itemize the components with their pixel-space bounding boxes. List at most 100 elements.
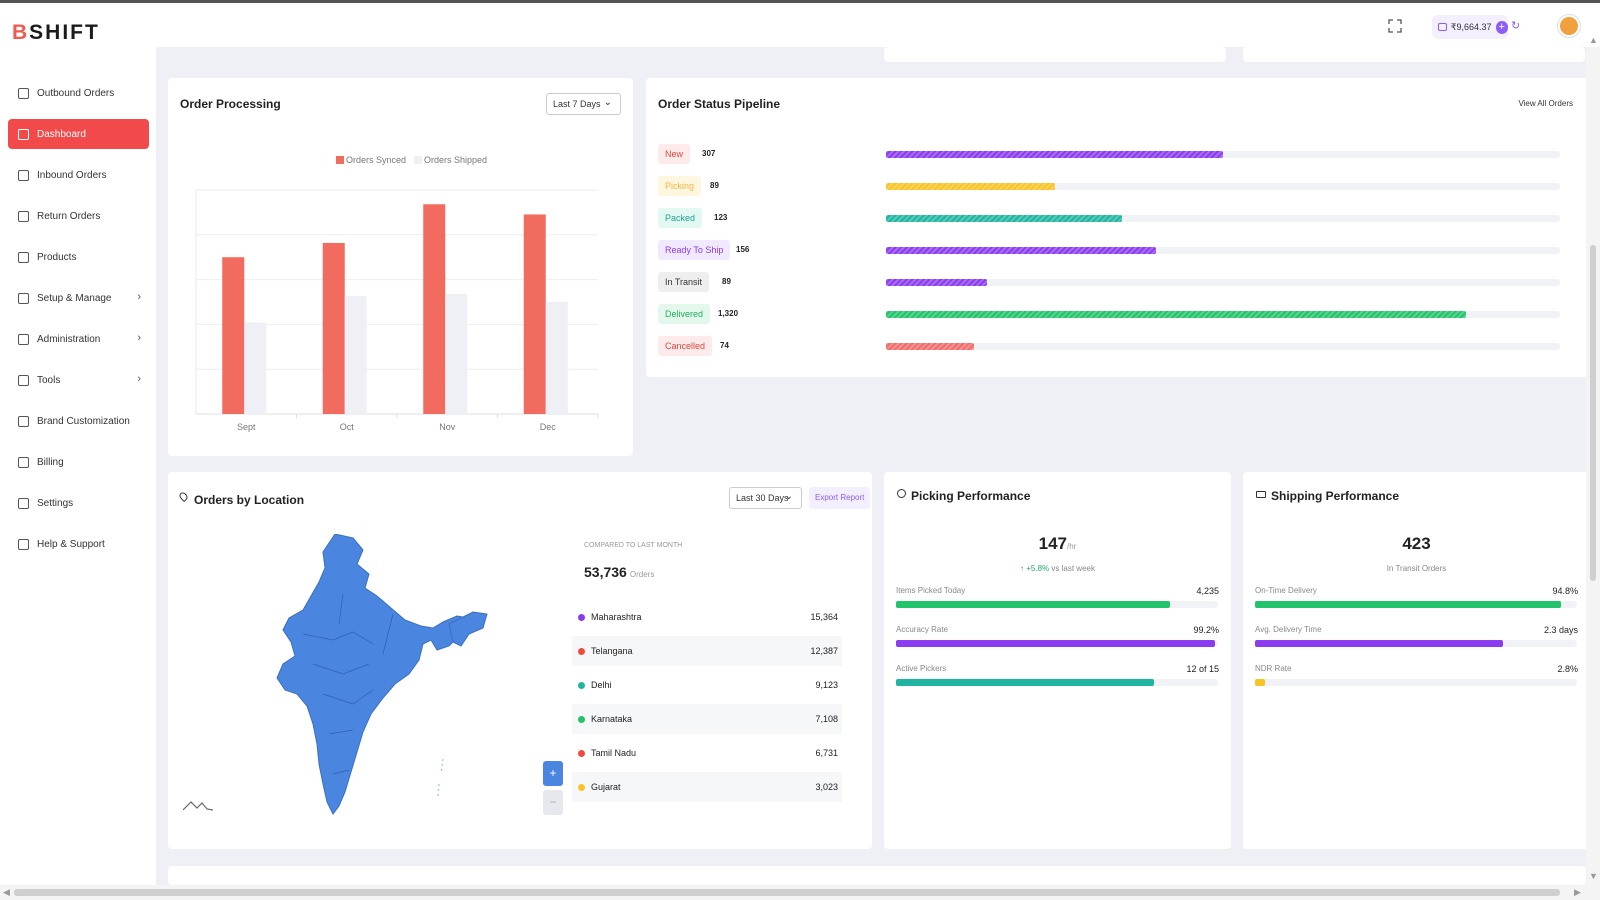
bar-orders-shipped-nov[interactable] xyxy=(445,293,468,414)
partial-card-top-1 xyxy=(884,47,1226,62)
bar-orders-shipped-dec[interactable] xyxy=(545,302,568,414)
location-row[interactable]: Delhi 9,123 xyxy=(572,670,842,700)
order-processing-card: Order Processing Last 7 Days ⌄ Orders Sy… xyxy=(168,78,633,456)
status-badge: New xyxy=(658,144,691,164)
scroll-left-arrow[interactable]: ◀ xyxy=(3,887,10,897)
sidebar-item-brand-customization[interactable]: Brand Customization xyxy=(8,406,149,436)
picking-performance-card: Picking Performance 147/hr ↑ +5.8% vs la… xyxy=(884,472,1231,849)
metric-fill xyxy=(896,679,1154,686)
view-all-orders-link[interactable]: View All Orders xyxy=(1518,99,1573,108)
location-row[interactable]: Telangana 12,387 xyxy=(572,636,842,666)
metric-label: Accuracy Rate xyxy=(896,625,949,634)
export-report-button[interactable]: Export Report xyxy=(809,487,871,509)
sidebar-item-help-support[interactable]: Help & Support xyxy=(8,529,149,559)
logo-mark: B xyxy=(12,21,30,44)
metric-value: 94.8% xyxy=(1552,586,1578,596)
vertical-scroll-thumb[interactable] xyxy=(1590,245,1596,581)
sidebar-item-outbound-orders[interactable]: Outbound Orders xyxy=(8,78,149,108)
admin-icon xyxy=(18,333,29,345)
brand-logo[interactable]: BSHIFT xyxy=(12,21,100,45)
bar-orders-synced-nov[interactable] xyxy=(423,204,446,414)
trend-value: ↑ +5.8% xyxy=(1020,564,1050,573)
location-row[interactable]: Maharashtra 15,364 xyxy=(572,602,842,632)
scroll-down-arrow[interactable]: ▼ xyxy=(1589,871,1598,881)
status-badge: Cancelled xyxy=(658,336,713,356)
zoom-out-button[interactable]: − xyxy=(543,790,563,815)
zoom-in-button[interactable]: + xyxy=(543,761,563,786)
sidebar-item-inbound-orders[interactable]: Inbound Orders xyxy=(8,160,149,190)
metric-fill xyxy=(896,640,1215,647)
pipeline-row-picking[interactable]: Picking 89 xyxy=(658,176,1560,198)
location-row[interactable]: Gujarat 3,023 xyxy=(572,772,842,802)
total-orders-value: 53,736 xyxy=(584,564,627,580)
sidebar-item-products[interactable]: Products xyxy=(8,242,149,272)
sidebar-item-label: Administration xyxy=(37,333,101,345)
metric-track xyxy=(1255,679,1577,686)
outbound-icon xyxy=(18,87,29,99)
add-money-button[interactable]: + xyxy=(1495,20,1508,34)
sidebar-item-administration[interactable]: Administration › xyxy=(8,324,149,354)
horizontal-scrollbar[interactable]: ◀ ▶ xyxy=(0,885,1600,900)
location-range-select[interactable]: Last 30 Days ⌄ xyxy=(729,487,802,509)
sidebar-item-settings[interactable]: Settings xyxy=(8,488,149,518)
scroll-up-arrow[interactable]: ▲ xyxy=(1589,35,1598,45)
pipeline-row-ready-to-ship[interactable]: Ready To Ship 156 xyxy=(658,240,1560,262)
india-map[interactable] xyxy=(273,534,493,834)
horizontal-scroll-thumb[interactable] xyxy=(14,889,1560,896)
tools-icon xyxy=(18,374,29,386)
sidebar-item-setup-manage[interactable]: Setup & Manage › xyxy=(8,283,149,313)
total-orders: 53,736 Orders xyxy=(584,564,654,580)
bar-orders-synced-sept[interactable] xyxy=(222,257,245,414)
metric-track xyxy=(896,640,1218,647)
progress-track xyxy=(886,151,1560,158)
picking-icon xyxy=(897,489,906,498)
sidebar-item-dashboard[interactable]: Dashboard xyxy=(8,119,149,149)
bar-orders-synced-oct[interactable] xyxy=(322,242,345,414)
legend-shipped: Orders Shipped xyxy=(414,155,487,165)
scroll-right-arrow[interactable]: ▶ xyxy=(1574,887,1581,897)
pipeline-row-new[interactable]: New 307 xyxy=(658,144,1560,166)
settings-icon xyxy=(18,497,29,509)
in-transit-caption: In Transit Orders xyxy=(1386,564,1447,573)
sidebar-item-return-orders[interactable]: Return Orders xyxy=(8,201,149,231)
x-tick-label: Oct xyxy=(340,422,355,432)
metric-track xyxy=(1255,640,1577,647)
order-processing-range-select[interactable]: Last 7 Days ⌄ xyxy=(546,93,621,115)
avatar[interactable] xyxy=(1558,15,1580,37)
state-name: Maharashtra xyxy=(591,612,642,622)
sidebar-item-tools[interactable]: Tools › xyxy=(8,365,149,395)
chevron-right-icon[interactable]: › xyxy=(137,373,141,385)
vertical-scrollbar[interactable]: ▲ ▼ xyxy=(1586,35,1600,885)
pipeline-row-in-transit[interactable]: In Transit 89 xyxy=(658,272,1560,294)
logo-text: SHIFT xyxy=(29,21,100,44)
bar-orders-shipped-oct[interactable] xyxy=(344,295,367,414)
metric-label: Active Pickers xyxy=(896,664,947,673)
chevron-right-icon[interactable]: › xyxy=(137,291,141,303)
wallet-icon xyxy=(1438,23,1447,31)
top-bar: BSHIFT ₹9,664.37 + ↻ xyxy=(0,3,1600,47)
location-pin-icon xyxy=(177,490,190,503)
picking-title: Picking Performance xyxy=(911,489,1031,503)
pipeline-row-packed[interactable]: Packed 123 xyxy=(658,208,1560,230)
metric-label: Avg. Delivery Time xyxy=(1255,625,1322,634)
sidebar-item-label: Settings xyxy=(37,497,74,509)
location-row[interactable]: Karnataka 7,108 xyxy=(572,704,842,734)
pipeline-title: Order Status Pipeline xyxy=(658,97,781,111)
metric-label: On-Time Delivery xyxy=(1255,586,1317,595)
metric-value: 2.8% xyxy=(1557,664,1578,674)
legend-dot xyxy=(578,681,585,689)
sidebar-item-label: Products xyxy=(37,251,77,263)
bar-orders-synced-dec[interactable] xyxy=(523,214,546,414)
location-row[interactable]: Tamil Nadu 6,731 xyxy=(572,738,842,768)
refresh-icon[interactable]: ↻ xyxy=(1511,20,1521,32)
sidebar-item-billing[interactable]: Billing xyxy=(8,447,149,477)
pipeline-row-delivered[interactable]: Delivered 1,320 xyxy=(658,304,1560,326)
total-orders-unit: Orders xyxy=(629,570,655,579)
picking-rate: 147/hr xyxy=(884,534,1231,554)
bar-orders-shipped-sept[interactable] xyxy=(244,322,267,414)
chevron-right-icon[interactable]: › xyxy=(137,332,141,344)
wallet-balance[interactable]: ₹9,664.37 + xyxy=(1432,15,1508,39)
pipeline-row-cancelled[interactable]: Cancelled 74 xyxy=(658,336,1560,358)
fullscreen-icon[interactable] xyxy=(1388,19,1402,33)
state-value: 12,387 xyxy=(810,646,838,656)
